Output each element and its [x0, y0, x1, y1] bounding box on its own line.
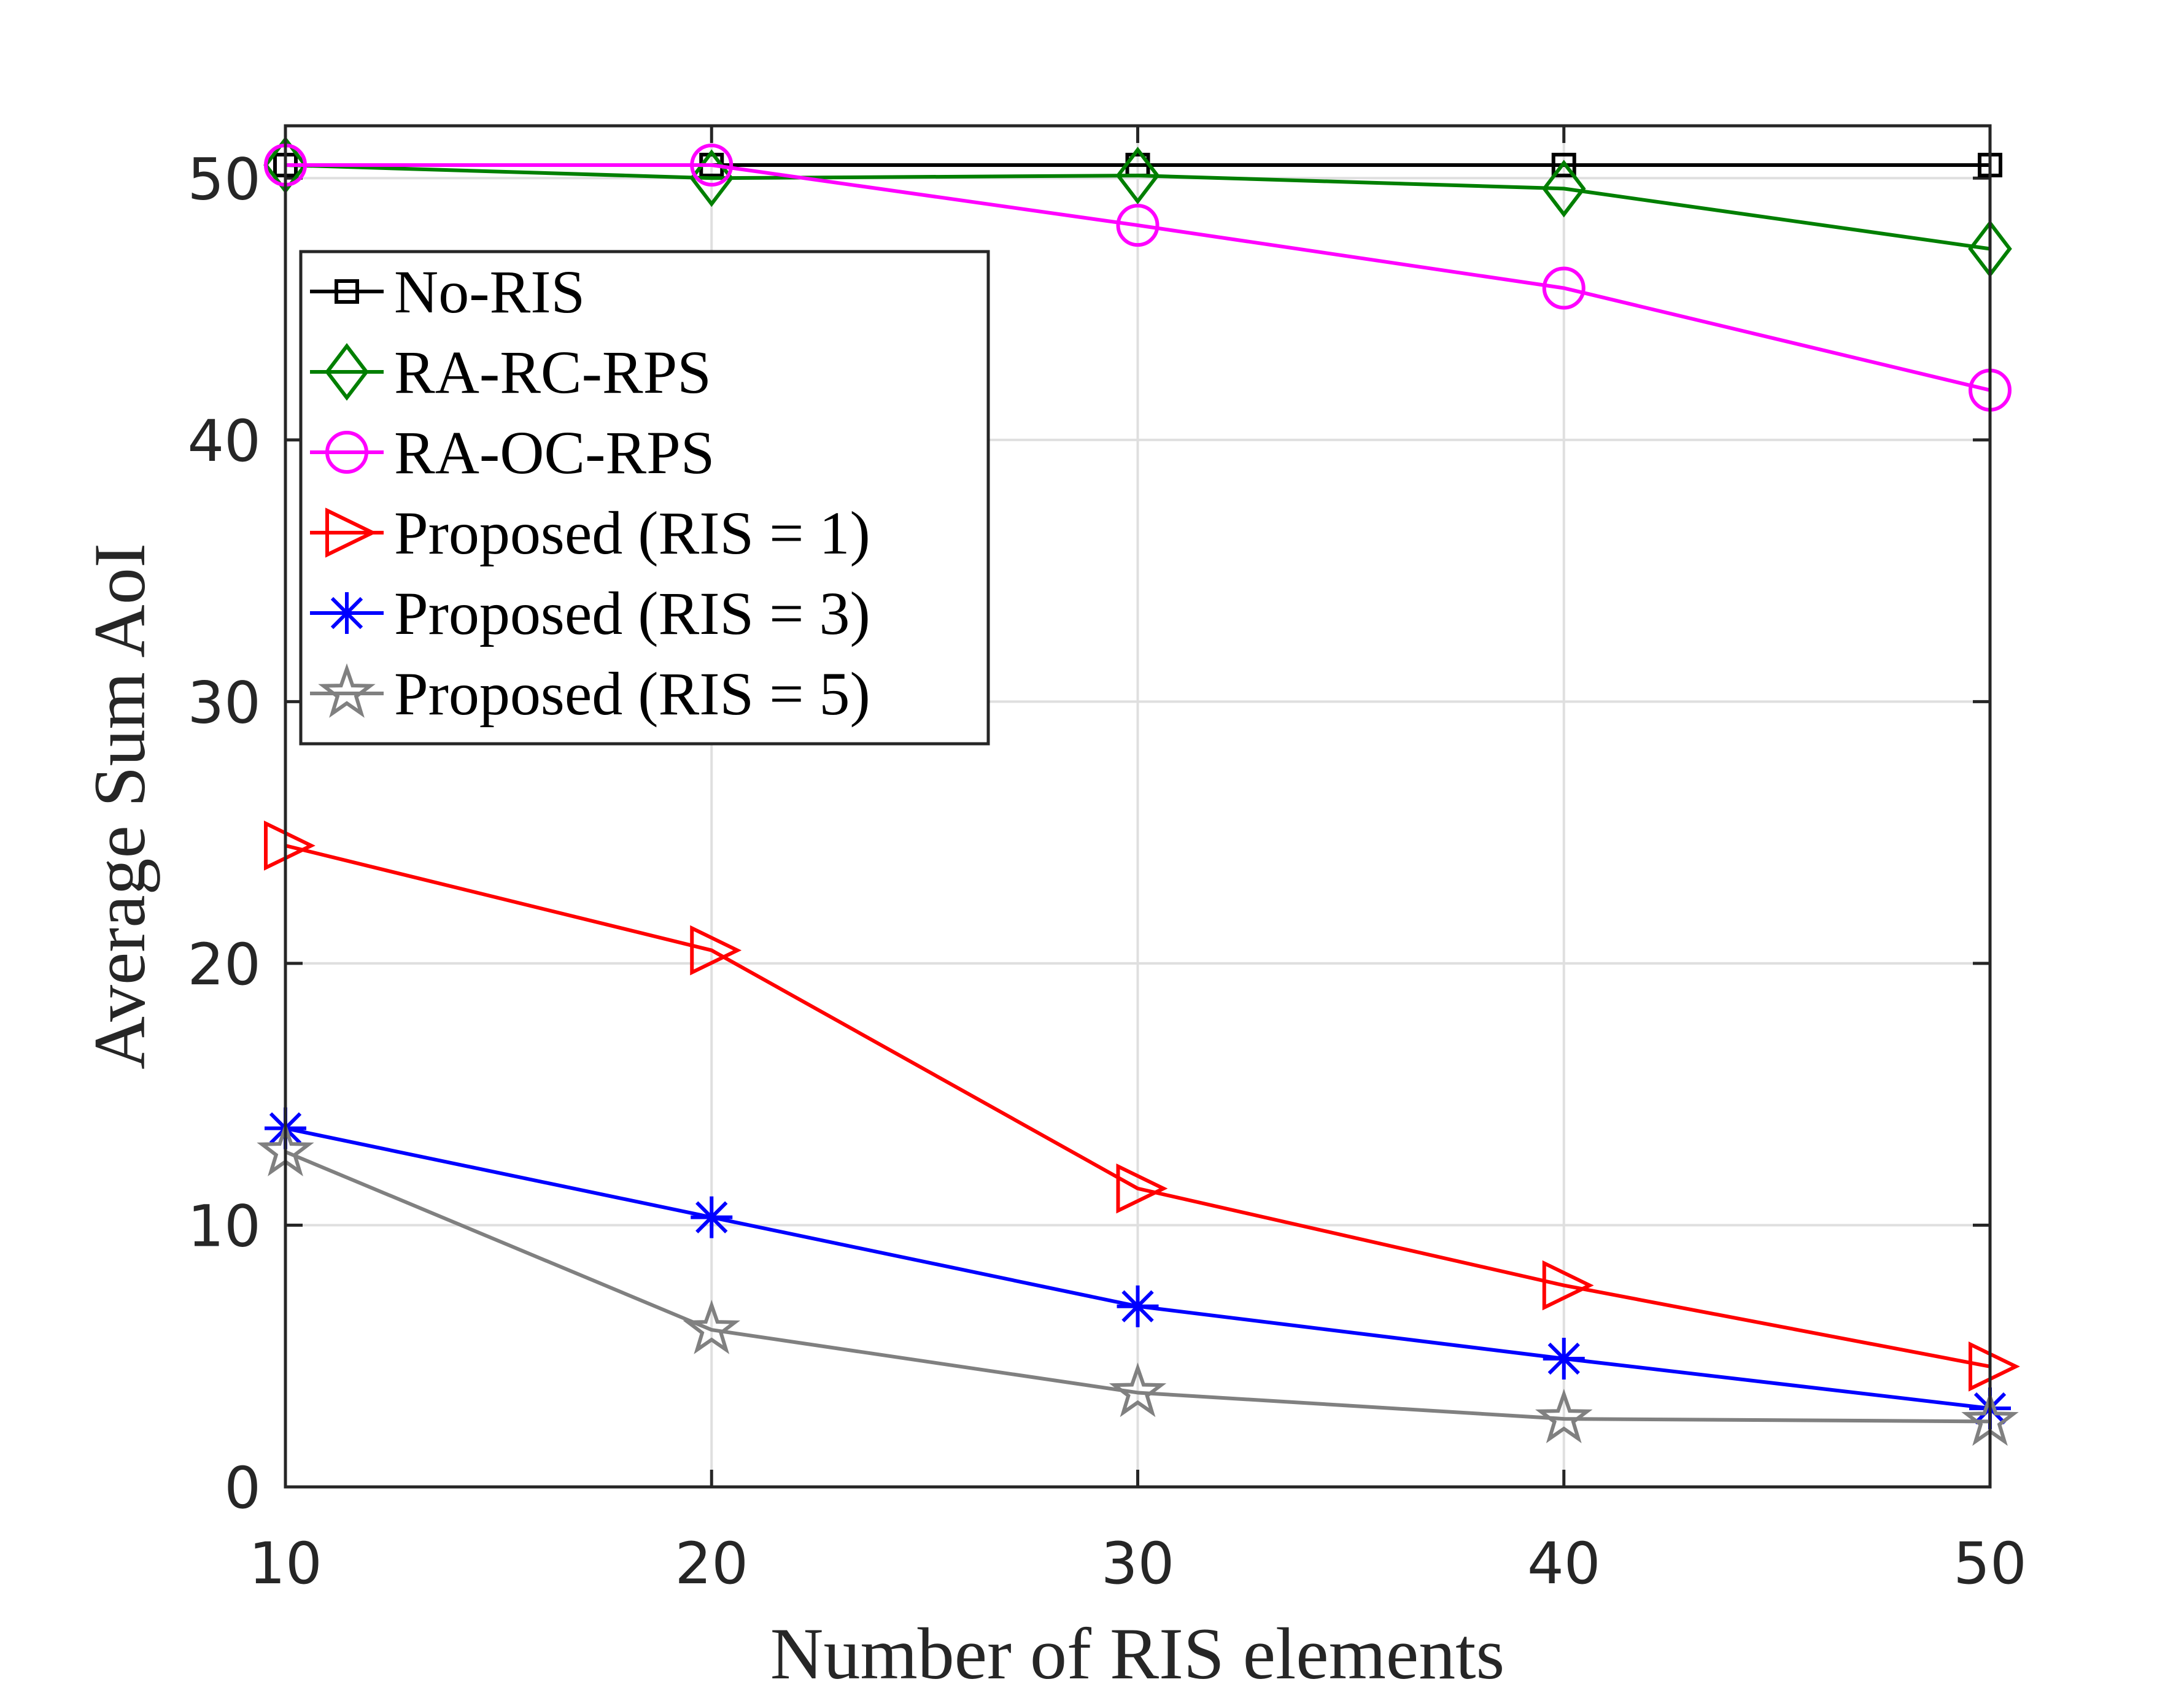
- legend-marker-star: [318, 663, 376, 718]
- series-line: [285, 163, 1991, 251]
- data-point-star: [1535, 1388, 1593, 1443]
- data-point-diamond: [1541, 160, 1586, 218]
- legend-item: RA-OC-RPS: [310, 419, 714, 487]
- y-axis-title: Average Sum AoI: [79, 543, 160, 1070]
- legend-label: No-RIS: [394, 258, 585, 326]
- legend-label: Proposed (RIS = 3): [394, 579, 870, 647]
- data-point-triangle-right: [1969, 1341, 2020, 1392]
- series-line: [284, 1150, 1991, 1424]
- x-tick-label: 50: [1953, 1530, 2027, 1597]
- x-tick-label: 10: [249, 1530, 322, 1597]
- series-line: [285, 844, 1991, 1368]
- x-tick-label: 30: [1101, 1530, 1175, 1597]
- legend-marker-triangle-right: [325, 507, 377, 558]
- legend-item: Proposed (RIS = 1): [310, 499, 870, 567]
- data-series: [257, 136, 2020, 1446]
- series-line: [285, 163, 1991, 392]
- legend-box: [299, 250, 990, 746]
- legend-label: Proposed (RIS = 5): [394, 660, 870, 728]
- data-point-square: [1551, 152, 1576, 177]
- plot-frame: [284, 124, 1992, 1489]
- legend-label: Proposed (RIS = 1): [394, 499, 870, 567]
- data-point-diamond: [689, 149, 734, 207]
- data-point-triangle-right: [690, 925, 742, 976]
- y-tick-label: 20: [187, 932, 261, 998]
- x-tick-label: 40: [1527, 1530, 1601, 1597]
- legend-item: No-RIS: [310, 258, 585, 326]
- legend-label: RA-RC-RPS: [394, 338, 711, 406]
- data-point-triangle-right: [264, 820, 316, 871]
- legend-label: RA-OC-RPS: [394, 419, 714, 487]
- x-tick-label: 20: [675, 1530, 748, 1597]
- data-point-circle: [1116, 204, 1160, 247]
- series-4: [264, 820, 2020, 1392]
- y-tick-label: 0: [224, 1455, 261, 1522]
- legend-marker-asterisk: [326, 592, 368, 634]
- tick-labels: 10 20 30 40 50 0 10 20 30 40 50: [187, 146, 2026, 1597]
- legend-item: RA-RC-RPS: [310, 338, 711, 406]
- data-point-asterisk: [691, 1196, 733, 1238]
- data-point-circle: [1542, 266, 1586, 310]
- data-point-asterisk-stroke: [1547, 1342, 1580, 1375]
- data-point-asterisk-stroke: [1121, 1290, 1154, 1322]
- y-tick-label: 10: [187, 1193, 261, 1260]
- legend-marker-diamond: [325, 343, 369, 401]
- data-point-star: [683, 1300, 740, 1354]
- data-point-asterisk: [1543, 1337, 1585, 1380]
- legend-marker-square: [335, 279, 359, 304]
- data-point-star: [1109, 1362, 1167, 1418]
- data-point-triangle-right: [1116, 1163, 1168, 1214]
- legend-marker-asterisk-stroke: [330, 596, 363, 630]
- y-tick-label: 30: [187, 670, 261, 736]
- data-point-diamond: [1115, 147, 1160, 204]
- legend-item: Proposed (RIS = 3): [310, 579, 870, 647]
- y-tick-label: 50: [187, 146, 261, 213]
- legend: No-RIS RA-RC-RPS RA-OC-RPS Proposed (RIS = …: [299, 250, 990, 746]
- legend-marker-circle: [325, 431, 368, 474]
- data-point-triangle-right: [1542, 1260, 1594, 1311]
- legend-item: Proposed (RIS = 5): [310, 660, 870, 728]
- data-point-circle: [690, 143, 734, 187]
- y-tick-label: 40: [187, 408, 261, 475]
- data-point-asterisk-stroke: [695, 1201, 728, 1233]
- x-axis-title: Number of RIS elements: [770, 1613, 1504, 1694]
- data-point-asterisk: [1117, 1285, 1159, 1327]
